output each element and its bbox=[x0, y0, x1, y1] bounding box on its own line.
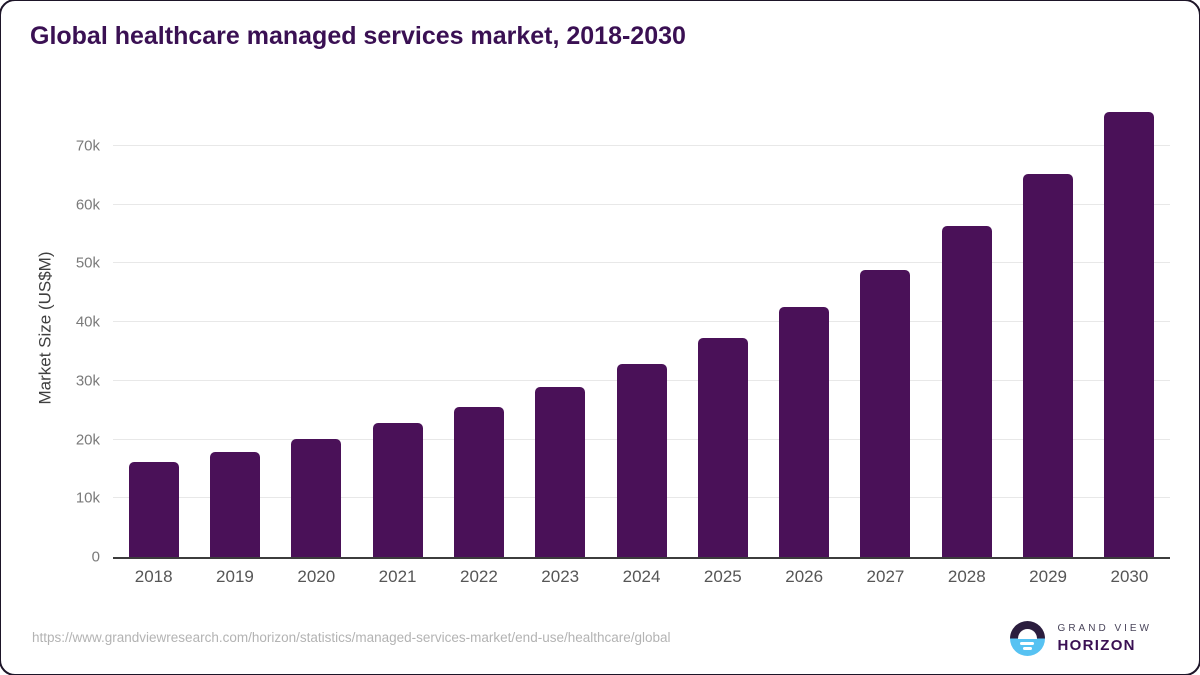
y-tick-0: 0 bbox=[91, 548, 100, 566]
x-label-2027: 2027 bbox=[866, 567, 905, 586]
bar-2025[interactable] bbox=[697, 337, 748, 557]
bar-2026[interactable] bbox=[779, 306, 830, 557]
bar-column-2019 bbox=[194, 99, 275, 557]
bar-2030[interactable] bbox=[1104, 111, 1155, 557]
x-label-2030: 2030 bbox=[1110, 567, 1149, 586]
bar-2027[interactable] bbox=[860, 269, 911, 557]
bar-column-2024 bbox=[601, 99, 682, 557]
brand-wordmark: GRAND VIEW HORIZON bbox=[1058, 623, 1152, 654]
y-tick-50k: 50k bbox=[75, 254, 100, 272]
bar-column-2030 bbox=[1089, 99, 1170, 557]
bar-2018[interactable] bbox=[128, 462, 179, 557]
bar-2024[interactable] bbox=[616, 363, 667, 557]
chart-title: Global healthcare managed services marke… bbox=[30, 22, 686, 50]
y-axis-tick-labels: 0 10k 20k 30k 40k 50k 60k 70k bbox=[0, 99, 100, 565]
x-label-2023: 2023 bbox=[541, 567, 580, 586]
bar-column-2029 bbox=[1007, 99, 1088, 557]
x-label-2022: 2022 bbox=[459, 567, 498, 586]
x-label-2020: 2020 bbox=[297, 567, 336, 586]
bar-2029[interactable] bbox=[1023, 174, 1074, 557]
plot-area bbox=[113, 99, 1170, 559]
gridline-70k bbox=[113, 144, 1170, 146]
bar-column-2025 bbox=[682, 99, 763, 557]
bar-column-2018 bbox=[113, 99, 194, 557]
y-tick-70k: 70k bbox=[75, 137, 100, 155]
x-axis-labels: 2018 2019 2020 2021 2022 2023 2024 2025 2026 2027… bbox=[113, 567, 1170, 587]
bar-column-2028 bbox=[926, 99, 1007, 557]
y-tick-10k: 10k bbox=[75, 489, 100, 507]
reflection-line-2 bbox=[1022, 646, 1032, 650]
bar-column-2021 bbox=[357, 99, 438, 557]
bars-row bbox=[113, 99, 1170, 557]
y-tick-60k: 60k bbox=[75, 196, 100, 214]
bar-2022[interactable] bbox=[453, 406, 504, 557]
x-label-2028: 2028 bbox=[947, 567, 986, 586]
x-label-2019: 2019 bbox=[216, 567, 254, 586]
reflection-line-1 bbox=[1020, 641, 1035, 645]
bar-2023[interactable] bbox=[535, 386, 586, 557]
gridline-40k bbox=[113, 321, 1170, 323]
bar-column-2023 bbox=[520, 99, 601, 557]
bar-column-2027 bbox=[845, 99, 926, 557]
sun-dome-shape bbox=[1017, 629, 1037, 639]
bar-2028[interactable] bbox=[941, 225, 992, 557]
bar-2021[interactable] bbox=[372, 423, 423, 557]
brand-name-bottom: HORIZON bbox=[1057, 637, 1136, 654]
y-tick-40k: 40k bbox=[75, 313, 100, 331]
y-tick-30k: 30k bbox=[75, 372, 100, 390]
bar-column-2026 bbox=[764, 99, 845, 557]
bar-2020[interactable] bbox=[291, 438, 342, 557]
y-tick-20k: 20k bbox=[75, 431, 100, 449]
x-label-2018: 2018 bbox=[134, 567, 173, 586]
x-label-2025: 2025 bbox=[703, 567, 742, 586]
gridline-60k bbox=[113, 203, 1170, 205]
x-label-2024: 2024 bbox=[622, 567, 661, 586]
bar-column-2020 bbox=[276, 99, 357, 557]
bar-2019[interactable] bbox=[209, 451, 260, 557]
brand-name-top: GRAND VIEW bbox=[1057, 623, 1152, 634]
gridline-50k bbox=[113, 262, 1170, 264]
source-url: https://www.grandviewresearch.com/horizo… bbox=[32, 630, 671, 645]
horizon-sunrise-icon bbox=[1009, 621, 1045, 656]
bar-column-2022 bbox=[438, 99, 519, 557]
x-label-2029: 2029 bbox=[1029, 567, 1067, 586]
x-label-2021: 2021 bbox=[378, 567, 417, 586]
brand-logo: GRAND VIEW HORIZON bbox=[1009, 621, 1152, 656]
x-label-2026: 2026 bbox=[785, 567, 824, 586]
